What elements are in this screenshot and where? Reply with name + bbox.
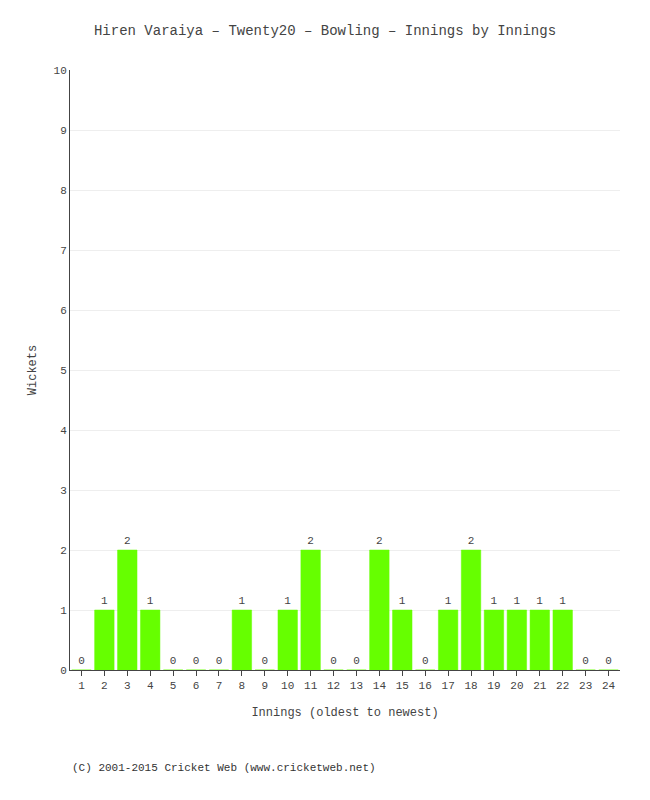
svg-text:17: 17 — [442, 680, 455, 692]
svg-text:1: 1 — [284, 595, 291, 607]
svg-text:23: 23 — [579, 680, 592, 692]
svg-text:1: 1 — [559, 595, 566, 607]
svg-text:1: 1 — [78, 680, 85, 692]
svg-text:0: 0 — [330, 655, 337, 667]
svg-text:21: 21 — [533, 680, 547, 692]
svg-text:20: 20 — [510, 680, 523, 692]
svg-text:3: 3 — [124, 680, 131, 692]
svg-text:24: 24 — [602, 680, 616, 692]
svg-text:1: 1 — [399, 595, 406, 607]
svg-text:0: 0 — [60, 665, 67, 677]
svg-text:22: 22 — [556, 680, 569, 692]
svg-text:Hiren Varaiya – Twenty20 – Bow: Hiren Varaiya – Twenty20 – Bowling – Inn… — [94, 23, 556, 39]
svg-text:7: 7 — [60, 245, 67, 257]
svg-text:2: 2 — [376, 535, 383, 547]
svg-text:6: 6 — [193, 680, 200, 692]
svg-text:2: 2 — [468, 535, 475, 547]
svg-text:0: 0 — [193, 655, 200, 667]
svg-text:13: 13 — [350, 680, 363, 692]
svg-text:5: 5 — [170, 680, 177, 692]
svg-text:4: 4 — [147, 680, 154, 692]
svg-text:14: 14 — [373, 680, 387, 692]
svg-text:1: 1 — [445, 595, 452, 607]
svg-text:8: 8 — [239, 680, 246, 692]
svg-text:Innings (oldest to newest): Innings (oldest to newest) — [251, 706, 438, 720]
svg-text:1: 1 — [101, 595, 108, 607]
svg-text:7: 7 — [216, 680, 223, 692]
svg-text:Wickets: Wickets — [26, 345, 40, 395]
svg-text:0: 0 — [582, 655, 589, 667]
svg-text:18: 18 — [464, 680, 477, 692]
svg-text:0: 0 — [353, 655, 360, 667]
svg-text:1: 1 — [513, 595, 520, 607]
svg-text:1: 1 — [238, 595, 245, 607]
svg-text:19: 19 — [487, 680, 500, 692]
svg-text:0: 0 — [170, 655, 177, 667]
svg-text:16: 16 — [419, 680, 432, 692]
svg-text:2: 2 — [307, 535, 314, 547]
svg-text:12: 12 — [327, 680, 340, 692]
svg-text:0: 0 — [261, 655, 268, 667]
svg-text:4: 4 — [60, 425, 67, 437]
svg-text:10: 10 — [54, 65, 67, 77]
svg-text:2: 2 — [60, 545, 67, 557]
svg-text:3: 3 — [60, 485, 67, 497]
svg-text:2: 2 — [124, 535, 131, 547]
svg-text:0: 0 — [422, 655, 429, 667]
svg-text:1: 1 — [490, 595, 497, 607]
svg-text:9: 9 — [60, 125, 67, 137]
svg-text:2: 2 — [101, 680, 108, 692]
svg-text:8: 8 — [60, 185, 67, 197]
svg-text:11: 11 — [304, 680, 318, 692]
svg-text:1: 1 — [536, 595, 543, 607]
svg-text:0: 0 — [216, 655, 223, 667]
svg-text:(C) 2001-2015 Cricket Web (www: (C) 2001-2015 Cricket Web (www.cricketwe… — [72, 762, 376, 774]
svg-text:10: 10 — [281, 680, 294, 692]
svg-text:0: 0 — [78, 655, 85, 667]
svg-text:1: 1 — [147, 595, 154, 607]
svg-text:1: 1 — [60, 605, 67, 617]
svg-text:6: 6 — [60, 305, 67, 317]
svg-text:9: 9 — [261, 680, 268, 692]
svg-text:5: 5 — [60, 365, 67, 377]
svg-text:0: 0 — [605, 655, 612, 667]
svg-text:15: 15 — [396, 680, 409, 692]
